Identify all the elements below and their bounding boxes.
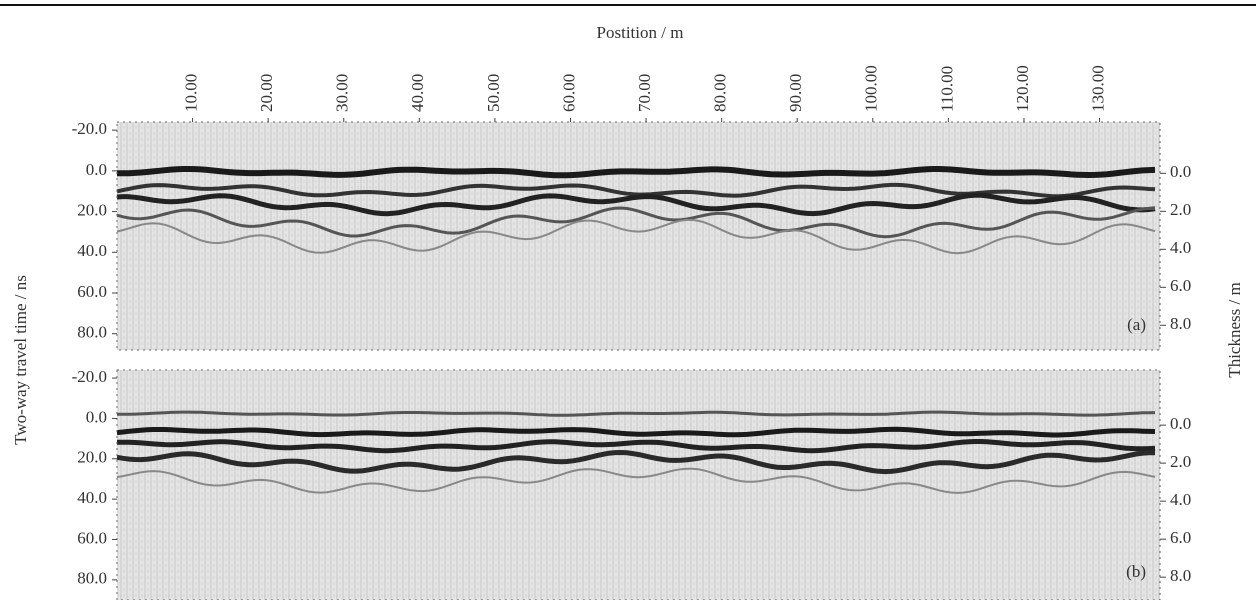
reflector — [117, 410, 1156, 417]
y-tick-label: -20.0 — [72, 119, 107, 138]
x-tick-label: 80.00 — [711, 74, 730, 112]
reflector — [116, 218, 1156, 255]
reflector — [116, 426, 1156, 438]
reflector — [116, 182, 1156, 199]
y-tick-label: 20.0 — [77, 448, 107, 467]
plot-frame — [116, 369, 1161, 600]
y-tick-label: 80.0 — [77, 569, 107, 588]
reflector — [116, 439, 1156, 454]
panel-label: (b) — [1126, 562, 1146, 581]
y2-tick-label: 0.0 — [1170, 162, 1191, 181]
y-tick-label: -20.0 — [72, 367, 107, 386]
y2-tick-label: 2.0 — [1170, 200, 1191, 219]
y-tick-label: 0.0 — [86, 160, 107, 179]
reflector — [116, 206, 1156, 239]
x-axis-title: Postition / m — [597, 23, 684, 42]
x-tick-label: 30.00 — [333, 74, 352, 112]
reflector — [116, 449, 1156, 475]
y2-tick-label: 2.0 — [1170, 452, 1191, 471]
panel-label: (a) — [1127, 315, 1146, 334]
reflector — [117, 166, 1156, 179]
y2-tick-label: 8.0 — [1170, 566, 1191, 585]
radargram-image — [117, 370, 1160, 600]
y2-tick-label: 4.0 — [1170, 490, 1191, 509]
reflector — [116, 192, 1156, 217]
y-tick-label: 20.0 — [77, 200, 107, 219]
y2-tick-label: 0.0 — [1170, 414, 1191, 433]
y2-tick-label: 4.0 — [1170, 238, 1191, 257]
x-tick-label: 20.00 — [257, 74, 276, 112]
x-tick-label: 120.00 — [1013, 65, 1032, 112]
y2-tick-label: 8.0 — [1170, 314, 1191, 333]
x-tick-label: 50.00 — [484, 74, 503, 112]
x-tick-label: 130.00 — [1088, 65, 1107, 112]
radargram-image — [117, 122, 1160, 350]
x-tick-label: 40.00 — [408, 74, 427, 112]
y-tick-label: 60.0 — [77, 282, 107, 301]
y-tick-label: 40.0 — [77, 488, 107, 507]
x-tick-label: 70.00 — [635, 74, 654, 112]
y-tick-label: 40.0 — [77, 241, 107, 260]
x-tick-label: 10.00 — [181, 74, 200, 112]
y2-tick-label: 6.0 — [1170, 276, 1191, 295]
y-tick-label: 60.0 — [77, 528, 107, 547]
x-tick-label: 90.00 — [786, 74, 805, 112]
x-tick-label: 100.00 — [862, 65, 881, 112]
y2-axis-title: Thickness / m — [1225, 282, 1244, 377]
y-axis-title: Two-way travel time / ns — [11, 275, 30, 445]
x-tick-label: 110.00 — [937, 66, 956, 112]
y2-tick-label: 6.0 — [1170, 528, 1191, 547]
y-tick-label: 80.0 — [77, 323, 107, 342]
reflector — [116, 467, 1156, 494]
x-tick-label: 60.00 — [559, 74, 578, 112]
y-tick-label: 0.0 — [86, 407, 107, 426]
